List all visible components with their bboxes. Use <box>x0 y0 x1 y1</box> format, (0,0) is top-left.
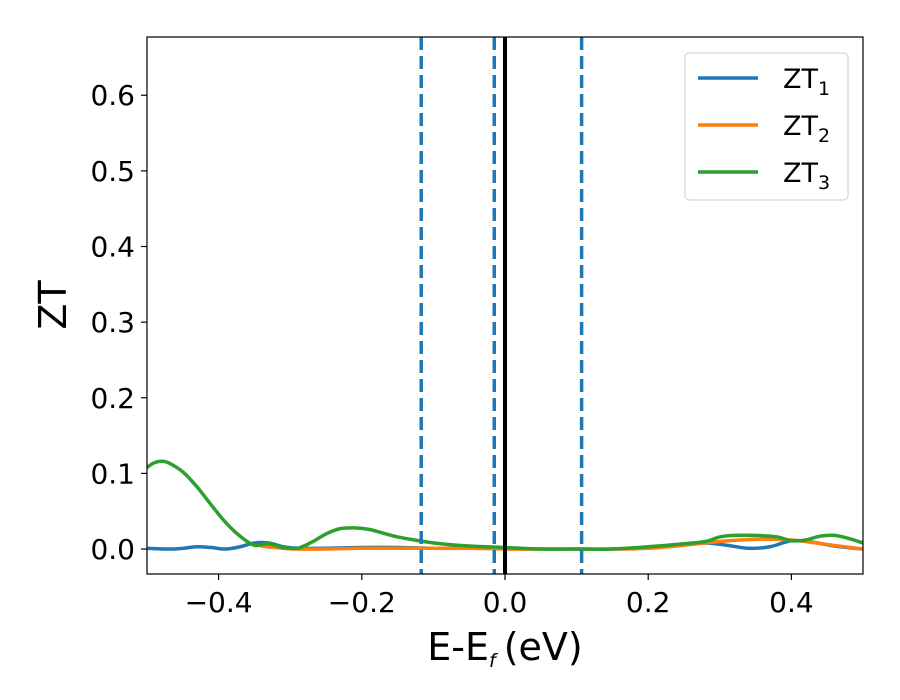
x-tick-label-3: 0.2 <box>626 586 671 619</box>
legend-label-main-1: ZT <box>783 64 818 95</box>
legend-box <box>684 52 849 201</box>
legend-label-zt1: ZT1 <box>783 64 830 100</box>
legend-label-zt2: ZT2 <box>783 111 830 147</box>
y-axis-label: ZT <box>31 280 75 330</box>
legend-label-main-2: ZT <box>783 111 818 142</box>
x-tick-label-4: 0.4 <box>769 586 814 619</box>
legend-label-subscript-1: 1 <box>818 78 830 100</box>
legend-label-subscript-2: 2 <box>818 125 830 147</box>
y-tick-label-4: 0.4 <box>90 231 135 264</box>
y-tick-label-2: 0.2 <box>90 382 135 415</box>
x-tick-label-2: 0.0 <box>483 586 528 619</box>
y-tick-label-5: 0.5 <box>90 155 135 188</box>
x-tick-label-1: −0.2 <box>328 586 396 619</box>
axis-ticks: −0.4 −0.2 0.0 0.2 0.4 0.0 0.1 0.2 0.3 0.4 0.5 0.6 <box>90 79 813 619</box>
legend-label-zt3: ZT3 <box>783 158 830 194</box>
x-axis-label-main: E-E <box>427 625 489 669</box>
x-tick-label-0: −0.4 <box>185 586 253 619</box>
x-axis-label-unit: (eV) <box>504 625 583 669</box>
y-tick-label-6: 0.6 <box>90 79 135 112</box>
plot-area <box>147 37 863 574</box>
x-axis-label-subscript: f <box>489 650 499 672</box>
y-tick-label-0: 0.0 <box>90 533 135 566</box>
series-line-zt3 <box>147 459 863 551</box>
y-tick-label-3: 0.3 <box>90 306 135 339</box>
y-tick-label-1: 0.1 <box>90 457 135 490</box>
legend-label-subscript-3: 3 <box>818 172 830 194</box>
x-axis-label: E-Ef (eV) <box>427 625 582 672</box>
legend-label-main-3: ZT <box>783 158 818 189</box>
